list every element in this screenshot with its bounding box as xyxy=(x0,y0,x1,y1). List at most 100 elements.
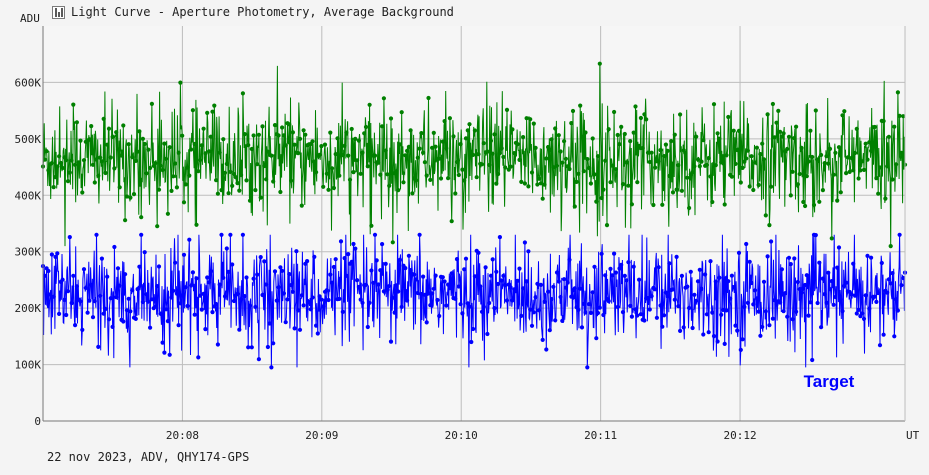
data-point xyxy=(444,146,449,151)
data-point xyxy=(499,146,504,151)
data-point xyxy=(476,250,481,255)
data-point xyxy=(190,270,195,275)
data-point xyxy=(829,236,834,241)
data-point xyxy=(306,299,311,304)
data-point xyxy=(747,259,752,264)
data-point xyxy=(869,148,874,153)
data-point xyxy=(629,202,635,207)
data-point xyxy=(488,273,494,278)
data-point xyxy=(574,179,579,184)
data-point xyxy=(331,264,336,270)
data-point xyxy=(444,303,449,308)
data-point xyxy=(815,300,820,306)
data-point xyxy=(819,152,824,158)
data-point xyxy=(788,262,793,267)
data-point xyxy=(742,159,747,164)
data-point xyxy=(401,180,406,185)
data-point xyxy=(510,127,515,132)
data-point xyxy=(756,309,761,314)
data-point xyxy=(860,159,865,164)
data-point xyxy=(57,154,62,159)
data-point xyxy=(244,178,249,183)
data-point xyxy=(892,124,897,129)
data-point xyxy=(901,275,906,281)
light-curve-icon xyxy=(52,5,65,19)
data-point xyxy=(687,305,692,311)
data-point xyxy=(140,136,145,141)
data-point xyxy=(562,139,567,144)
data-point xyxy=(219,188,224,193)
data-point xyxy=(645,150,651,155)
data-point xyxy=(67,170,72,175)
data-point xyxy=(367,102,372,107)
data-point xyxy=(198,158,203,163)
data-point xyxy=(264,177,269,182)
data-point xyxy=(794,309,799,314)
data-point xyxy=(112,244,117,250)
data-point xyxy=(706,156,711,161)
data-point xyxy=(406,253,411,258)
data-point xyxy=(560,318,565,323)
data-point xyxy=(403,153,408,158)
data-point xyxy=(408,128,413,133)
data-point xyxy=(324,288,329,293)
data-point xyxy=(276,285,281,290)
data-point xyxy=(294,249,299,254)
data-point xyxy=(196,169,201,174)
data-point xyxy=(231,298,237,304)
data-point xyxy=(763,213,768,218)
plot-area xyxy=(43,26,905,421)
data-point xyxy=(233,175,238,180)
data-point xyxy=(544,156,549,161)
data-point xyxy=(198,293,203,298)
data-point xyxy=(299,293,304,298)
data-point xyxy=(85,310,90,315)
y-tick-label: 100K xyxy=(15,359,42,372)
data-point xyxy=(201,291,206,296)
data-point xyxy=(169,295,174,300)
data-point xyxy=(371,280,376,285)
data-point xyxy=(378,268,383,273)
data-point xyxy=(662,154,667,159)
data-point xyxy=(576,171,581,176)
data-point xyxy=(651,202,656,208)
data-point xyxy=(42,157,47,162)
data-point xyxy=(688,269,693,274)
data-point xyxy=(526,249,531,254)
data-point xyxy=(131,192,137,197)
data-point xyxy=(71,102,76,107)
data-point xyxy=(335,136,340,141)
data-point xyxy=(842,283,847,289)
data-point xyxy=(835,198,840,203)
data-point xyxy=(583,130,588,135)
data-point xyxy=(886,134,892,139)
data-point xyxy=(442,119,447,124)
data-point xyxy=(649,150,654,155)
data-point xyxy=(297,136,303,141)
data-point xyxy=(663,142,669,147)
data-point xyxy=(806,313,811,318)
data-point xyxy=(667,261,672,266)
data-point xyxy=(529,323,535,328)
data-point xyxy=(533,145,538,150)
data-point xyxy=(565,280,570,285)
data-point xyxy=(476,152,481,157)
data-point xyxy=(670,190,676,195)
data-point xyxy=(515,278,520,283)
data-point xyxy=(49,252,55,257)
data-point xyxy=(808,128,813,133)
data-point xyxy=(567,166,572,172)
data-point xyxy=(836,145,842,150)
data-point xyxy=(892,334,897,339)
data-point xyxy=(672,297,677,302)
data-point xyxy=(349,126,354,132)
data-point xyxy=(617,266,622,271)
data-point xyxy=(763,309,768,314)
data-point xyxy=(165,211,170,216)
data-point xyxy=(758,152,763,157)
data-point xyxy=(894,297,899,302)
data-point xyxy=(92,180,97,185)
data-point xyxy=(356,138,361,143)
data-point xyxy=(576,307,581,312)
data-point xyxy=(101,116,106,121)
